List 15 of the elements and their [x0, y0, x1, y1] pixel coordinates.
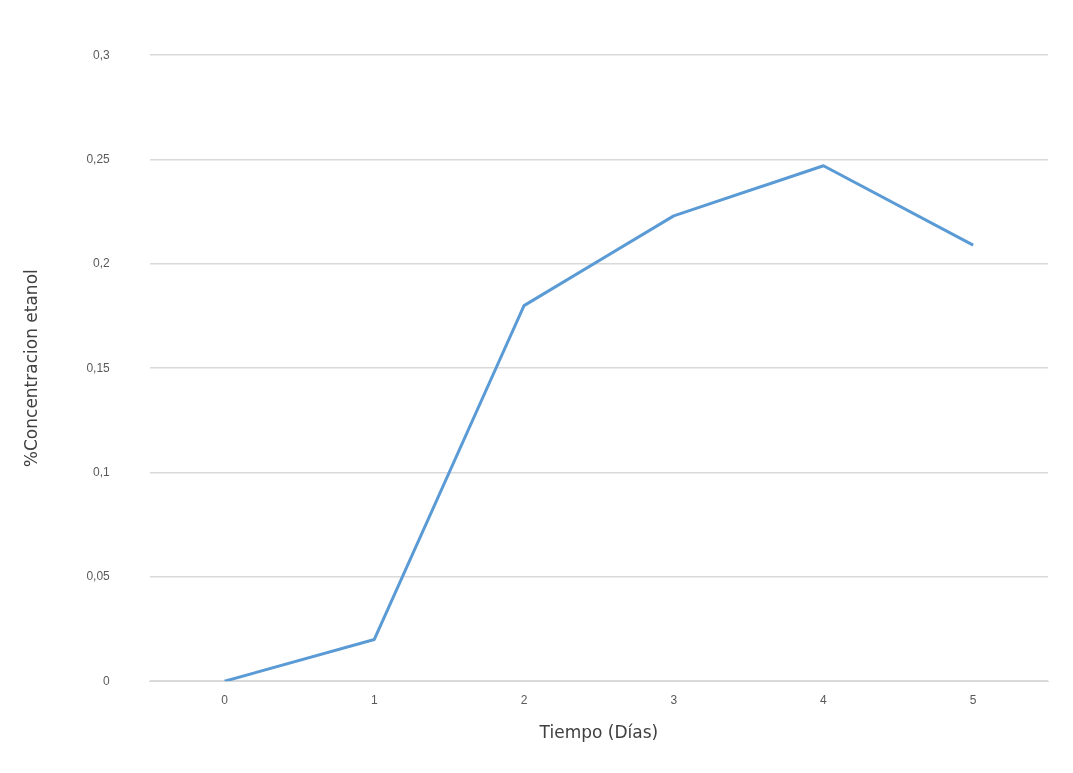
x-tick-label: 4: [820, 692, 828, 707]
y-tick-label: 0,2: [93, 256, 111, 271]
y-axis-title: %Concentracion etanol: [20, 269, 41, 468]
y-tick-label: 0: [103, 673, 111, 688]
x-tick-label: 5: [969, 692, 977, 707]
x-tick-label: 3: [670, 692, 678, 707]
y-tick-label: 0,15: [86, 360, 111, 375]
y-tick-label: 0,3: [93, 47, 111, 62]
x-tick-label: 1: [370, 692, 378, 707]
y-tick-label: 0,05: [86, 569, 111, 584]
x-axis-title: Tiempo (Días): [538, 722, 659, 743]
x-tick-label: 2: [520, 692, 528, 707]
y-tick-label: 0,25: [86, 151, 111, 166]
x-tick-label: 0: [221, 692, 229, 707]
y-tick-label: 0,1: [93, 464, 111, 479]
